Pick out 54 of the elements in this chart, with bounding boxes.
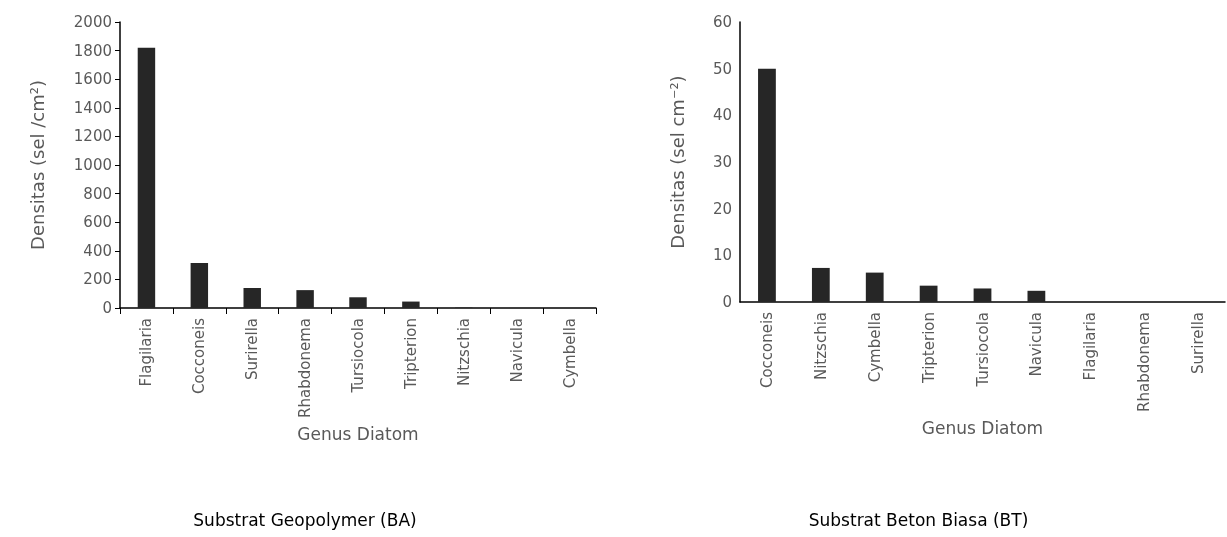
text: Substrat Geopolymer (BA)	[193, 509, 417, 530]
y-tick-label: 200	[83, 270, 112, 289]
y-tick-label: 40	[712, 106, 732, 125]
bar	[349, 297, 367, 308]
bar	[973, 288, 992, 302]
y-tick-label: 400	[83, 241, 112, 260]
x-tick-label: Nitzschia	[811, 312, 830, 381]
y-tick-label: 1600	[73, 70, 112, 89]
x-tick-label: Cymbella	[560, 318, 579, 389]
x-tick-label: Tursiocola	[349, 318, 367, 394]
x-tick-label: Navicula	[507, 318, 526, 383]
x-tick-label: Tripterion	[919, 312, 938, 384]
bar	[402, 301, 420, 308]
y-tick-label: 1400	[73, 98, 112, 117]
bar	[243, 287, 261, 308]
y-axis-title: Densitas (sel /cm²)	[26, 80, 48, 250]
bar	[296, 290, 314, 308]
x-tick-label: Cocconeis	[190, 317, 209, 395]
x-tick-label: Surirella	[243, 318, 262, 380]
y-tick-label: 1000	[73, 156, 112, 174]
bar	[811, 267, 830, 302]
y-tick-label: 20	[712, 199, 732, 218]
y-tick-label: 10	[712, 246, 732, 265]
y-tick-label: 1200	[73, 127, 112, 146]
bar	[919, 285, 938, 302]
y-tick-label: 600	[83, 213, 112, 232]
x-tick-label: Tripterion	[401, 318, 420, 390]
bar	[190, 262, 209, 308]
y-tick-label: 60	[712, 13, 732, 31]
y-tick-label: 800	[83, 184, 112, 203]
x-tick-label: Navicula	[1027, 312, 1046, 377]
x-tick-label: Rhabdonema	[296, 318, 315, 418]
x-tick-label: Surirella	[1189, 312, 1208, 374]
x-tick-label: Flagilaria	[137, 318, 156, 387]
y-tick-label: 50	[712, 59, 732, 78]
bar	[137, 47, 156, 308]
y-tick-label: 0	[722, 293, 732, 311]
bar	[1027, 290, 1046, 302]
bar	[865, 272, 884, 302]
y-tick-label: 2000	[73, 13, 112, 31]
y-tick-label: 30	[712, 153, 732, 171]
x-tick-label: Flagilaria	[1081, 312, 1100, 381]
x-axis-title: Genus Diatom	[921, 418, 1044, 439]
x-tick-label: Nitzschia	[454, 318, 473, 387]
x-axis-title: Genus Diatom	[297, 424, 419, 445]
y-tick-label: 1800	[73, 41, 112, 60]
x-tick-label: Rhabdonema	[1135, 312, 1154, 412]
x-tick-label: Tursiocola	[973, 312, 992, 388]
text: Substrat Beton Biasa (BT)	[808, 509, 1029, 530]
x-tick-label: Cymbella	[865, 312, 884, 383]
y-tick-label: 0	[102, 299, 112, 317]
x-tick-label: Cocconeis	[757, 311, 776, 389]
y-axis-title: Densitas (sel cm⁻²)	[666, 75, 688, 249]
bar	[758, 68, 776, 302]
